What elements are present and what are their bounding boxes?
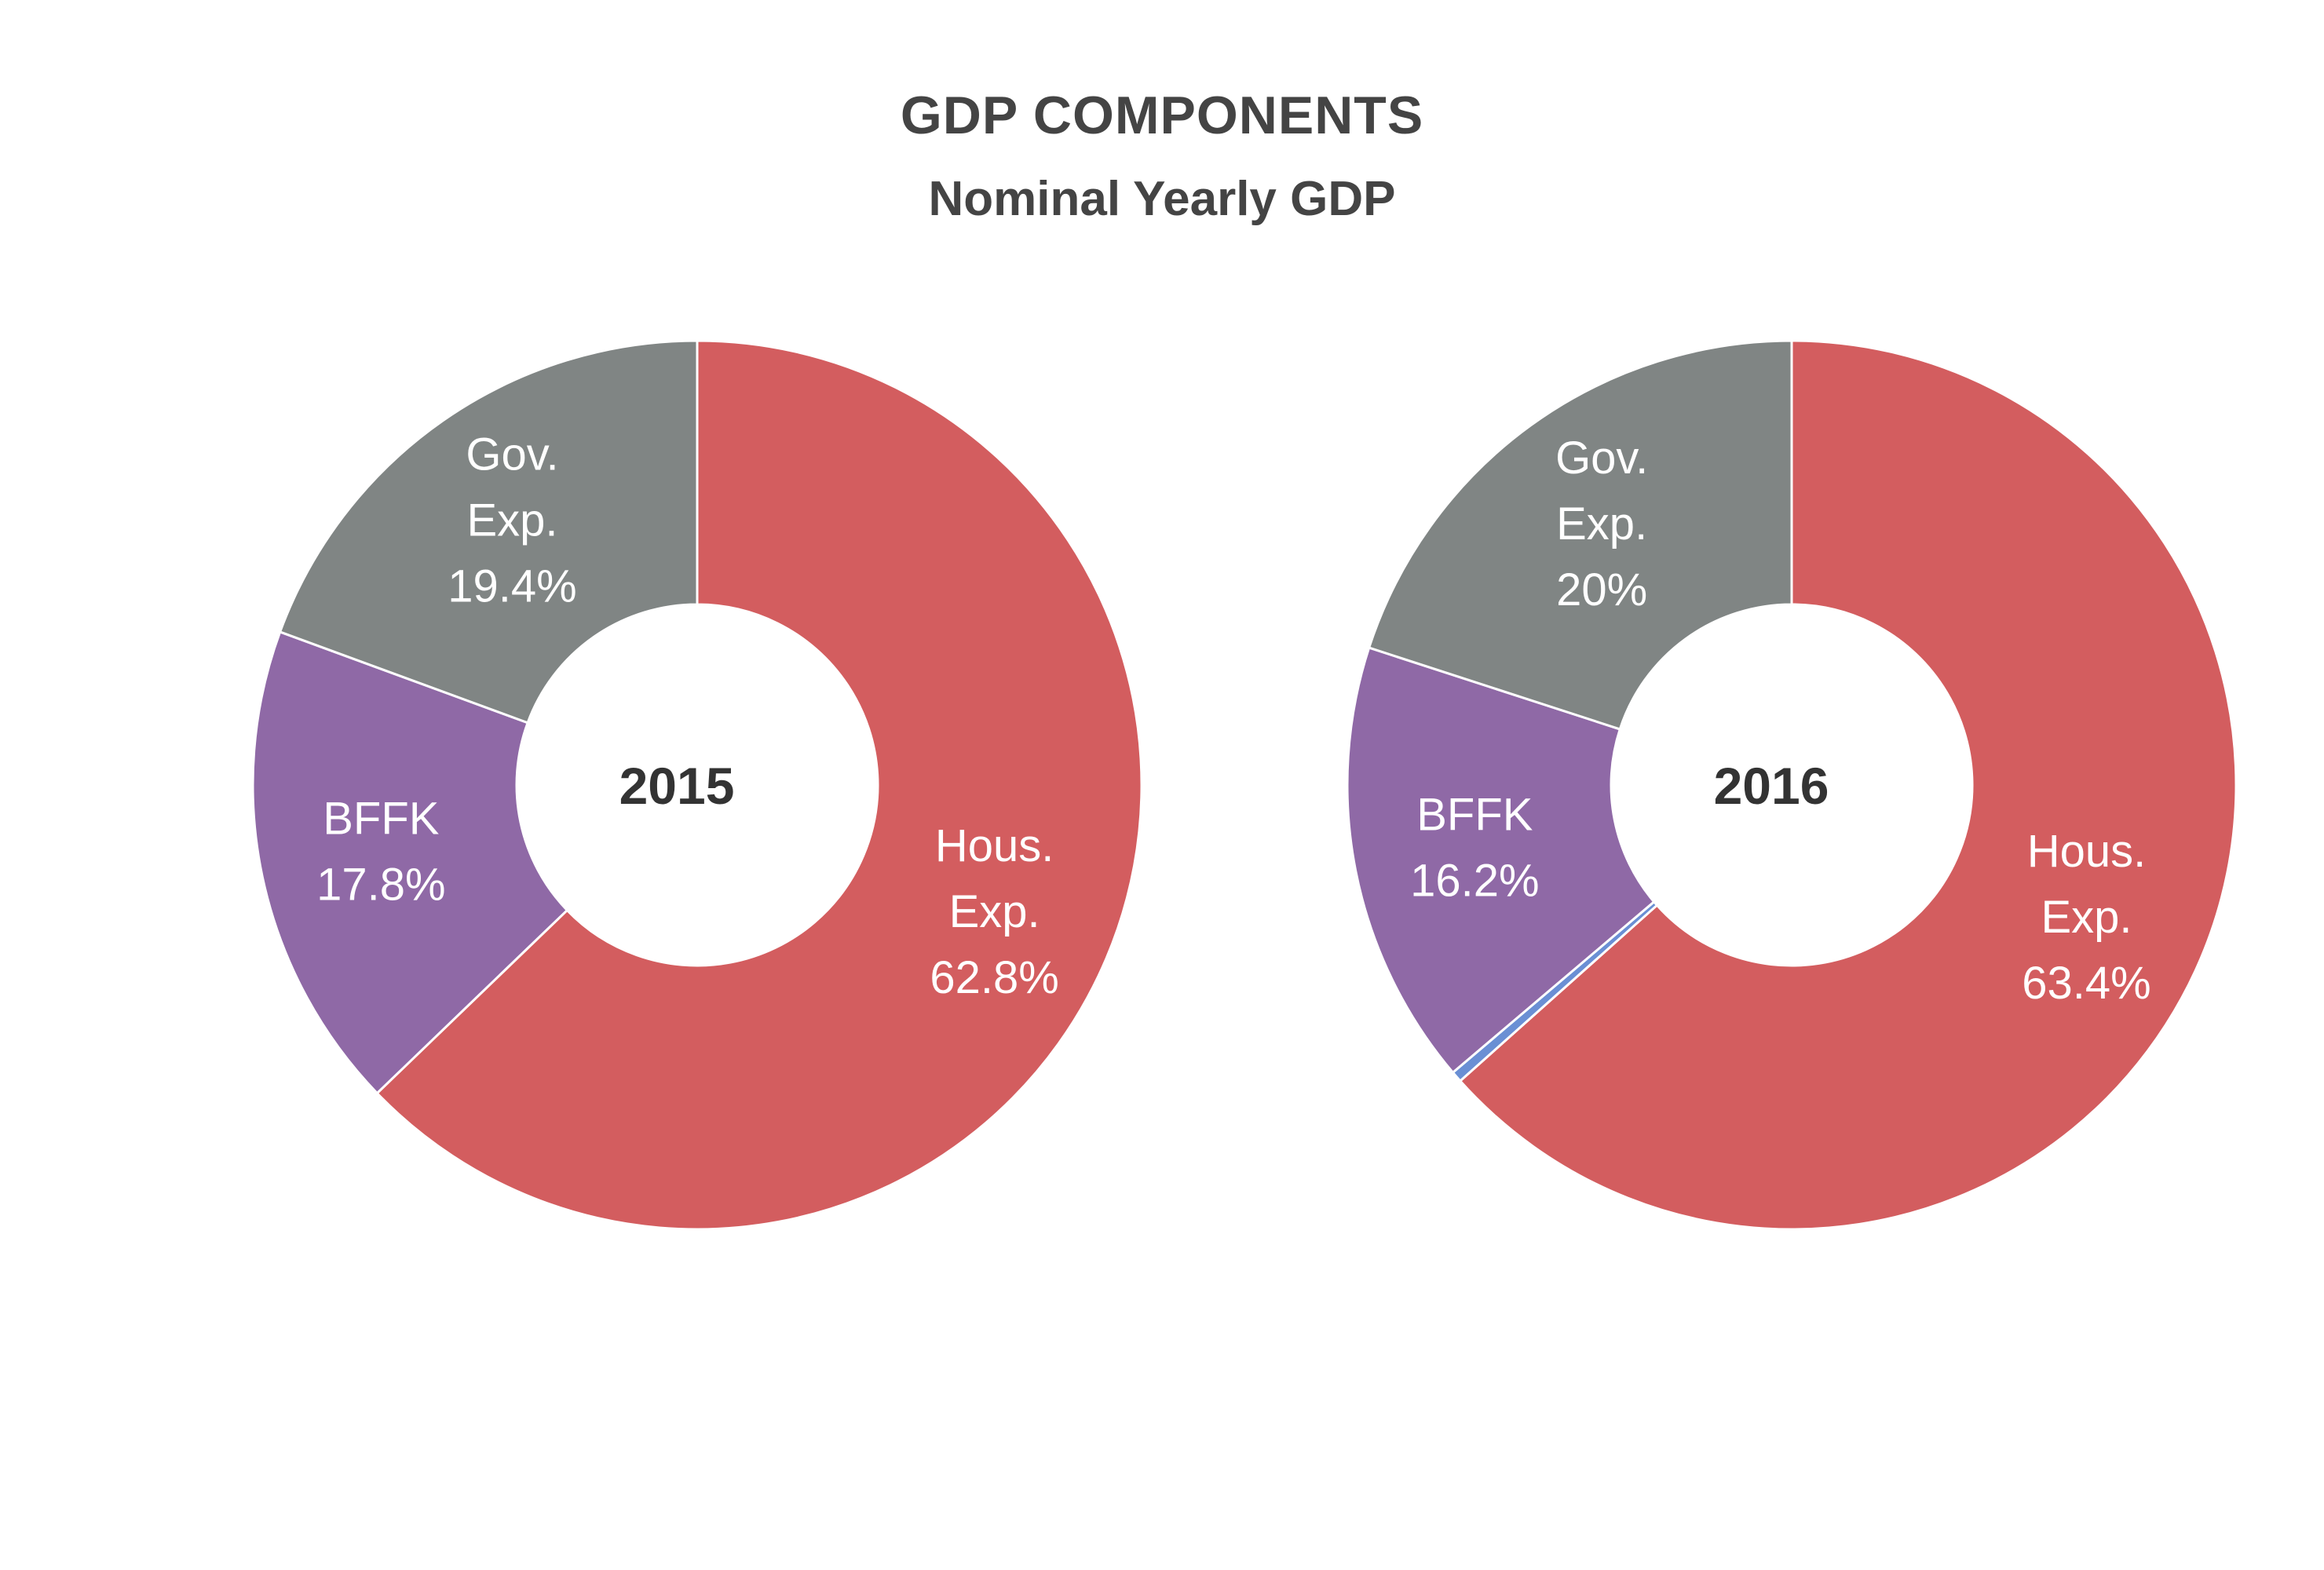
donut-slice[interactable] (375, 339, 1143, 1231)
slice-label: Gov. Exp. 19.4% (448, 429, 576, 612)
donut-slice[interactable] (1458, 339, 2238, 1231)
donut-slice[interactable] (1346, 646, 1656, 1075)
slice-label: Hous. Exp. 63.4% (2022, 826, 2150, 1009)
slice-label-line: Gov. (1555, 433, 1648, 484)
donut-center-label: 2015 (619, 757, 735, 815)
slice-label-line: Hous. (935, 820, 1054, 871)
donut-slice[interactable] (251, 630, 569, 1095)
chart-title: GDP COMPONENTS (900, 86, 1424, 145)
slice-label-line: BFFK (323, 794, 440, 845)
donut-center-label: 2016 (1714, 757, 1829, 815)
slice-label-line: 63.4% (2022, 958, 2150, 1009)
slice-label: BFFK 17.8% (316, 794, 445, 911)
slice-label-line: 16.2% (1410, 856, 1539, 907)
slice-label-line: Exp. (466, 495, 557, 546)
slice-label-line: Hous. (2027, 826, 2147, 877)
slice-label-line: Exp. (2041, 892, 2132, 943)
slice-label: Gov. Exp. 20% (1555, 433, 1648, 615)
slice-label-line: Exp. (949, 886, 1040, 937)
slice-label-line: Exp. (1556, 498, 1647, 550)
slice-label: BFFK 16.2% (1410, 790, 1539, 907)
slice-label-line: 19.4% (448, 561, 576, 612)
slice-label-line: Gov. (466, 429, 558, 480)
slice-label: Hous. Exp. 62.8% (930, 820, 1058, 1003)
slice-label-line: 17.8% (316, 860, 445, 911)
slice-label-line: BFFK (1416, 790, 1533, 841)
chart-subtitle: Nominal Yearly GDP (928, 172, 1396, 226)
slice-label-line: 62.8% (930, 952, 1058, 1003)
slice-label-line: 20% (1556, 564, 1647, 615)
donut-slice[interactable] (278, 339, 699, 725)
donut-chart-2015: Hous. Exp. 62.8% BFFK 17.8% Gov. Exp. 19.4% 2015 (251, 339, 1143, 1231)
donut-chart-2016: Hous. Exp. 63.4% BFFK 16.2% Gov. Exp. 20% 2016 (1346, 339, 2238, 1231)
donut-slice[interactable] (1367, 339, 1793, 731)
